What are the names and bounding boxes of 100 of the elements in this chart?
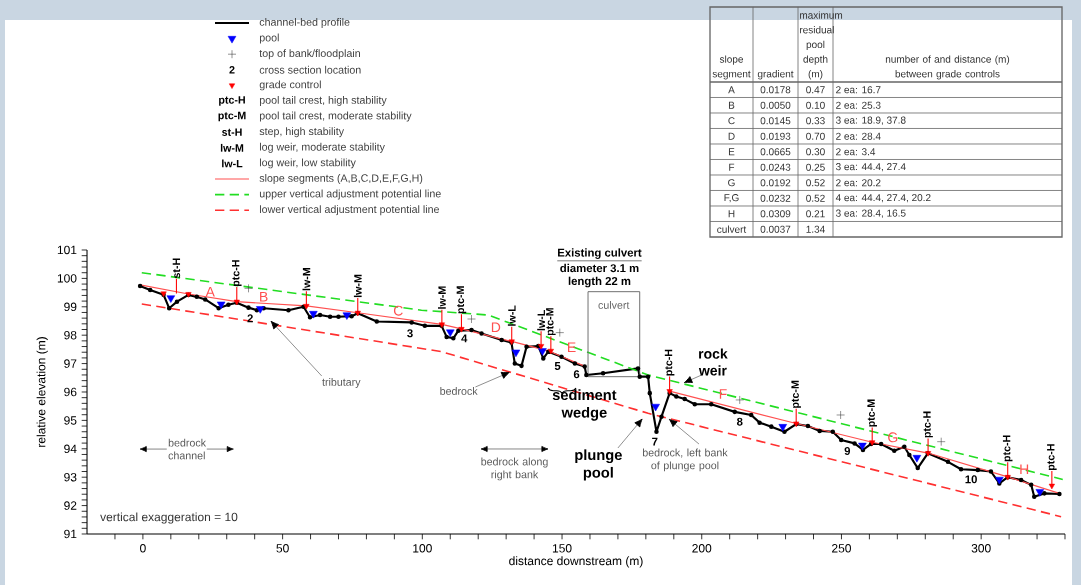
annotation: B [260,291,268,302]
annotation: ptc-M [791,380,801,408]
legend-label: channel-bed profile [259,18,350,28]
point [836,410,845,420]
y-tick-label: 93 [64,472,77,482]
x-tick-label: 150 [552,544,572,553]
text: H [728,210,735,218]
text: st-H [222,128,242,136]
point [1048,483,1055,490]
point [858,442,867,451]
text: culvert [717,225,747,233]
annotation: G [888,432,898,443]
text: 0.30 [806,148,825,156]
point [735,395,745,405]
annotation: ptc-H [664,349,675,376]
annotation: 4 [461,334,468,343]
text: 0.0665 [760,148,791,156]
point [778,424,787,432]
annotation: lw-L [537,310,545,331]
text: 0.52 [806,179,825,187]
category-label: slope segment [712,55,751,80]
y-axis-title: relative elevation (m) [36,337,48,447]
annotation: bedrock along right bank [481,457,548,481]
text: 1.34 [806,225,825,233]
annotation: 10 [965,475,977,484]
annotation: ptc-H [923,411,933,438]
annotation: 5 [554,362,561,370]
annotation: diameter 3.1 m [560,263,639,273]
point [309,311,318,319]
annotation: length 22 m [568,276,631,288]
text: 0.70 [806,132,825,140]
text: 0.47 [806,86,825,94]
text: 0.0178 [760,86,791,94]
annotation: 2 [247,314,253,323]
legend-label: upper vertical adjustment potential line [259,189,441,200]
annotation: rock weir [698,348,728,376]
annotation: 3 [407,329,413,338]
text: 2 ea: 25.3 [836,101,881,109]
text: 0.21 [806,210,825,218]
x-tick-label: 50 [276,544,289,553]
x-tick-label: 0 [140,544,146,553]
point [511,349,521,358]
text: ptc-H [219,96,245,106]
annotation: F [719,389,727,399]
y-tick-label: 92 [64,501,77,510]
annotation: 9 [844,446,851,455]
y-tick-label: 91 [64,529,77,539]
y-tick-label: 96 [64,387,77,397]
text: A [728,86,735,94]
annotation: tributary [322,378,361,388]
annotation: ptc-H [232,260,242,287]
text: 3 ea: 44.4, 27.4 [835,163,906,172]
text: 2 ea: 28.4 [836,132,881,140]
x-tick-label: 300 [971,544,991,553]
text: 2 [229,66,235,74]
legend-label: top of bank/floodplain [259,49,360,60]
annotation: 6 [573,370,580,379]
text: C [728,117,735,125]
annotation: lw-M [302,268,311,291]
text: ptc-M [218,111,246,122]
text: D [728,132,735,140]
y-tick-label: 101 [57,245,77,255]
x-axis-title: distance downstream (m) [509,556,643,568]
annotation: lw-M [438,286,446,309]
x-tick-label: 100 [413,544,432,553]
legend-label: lower vertical adjustment potential line [259,205,439,216]
text: log weir, low stability [259,158,356,169]
point [256,306,265,314]
text: 0.0309 [760,210,791,218]
legend-label: slope segments (A,B,C,D,E,F,G,H) [259,174,423,184]
annotation: D [491,322,501,333]
annotation: C [393,305,403,316]
text: 3 ea: 18.9, 37.8 [835,116,906,125]
point [936,437,946,446]
point [995,476,1004,485]
point [538,348,547,356]
point [467,314,476,324]
text: 0.0145 [760,117,791,125]
point [216,301,226,310]
text: log weir, moderate stability [259,142,385,153]
y-tick-label: 95 [64,416,77,425]
point [446,329,455,337]
annotation: bedrock, left bank of plunge pool [642,448,728,472]
text: lw-M [220,143,244,152]
text: 2 ea: 3.4 [836,148,876,156]
text: lw-L [222,159,243,168]
point [244,284,253,293]
annotation: plunge pool [575,449,622,481]
text: 0.10 [806,101,825,109]
text: E [728,148,735,156]
text: G [728,179,735,187]
text: 2 ea: 20.2 [836,179,881,187]
annotation: vertical exaggeration = 10 [100,512,238,524]
point [303,304,310,310]
annotation: bedrock channel [168,438,207,460]
text: 0.0037 [760,225,791,233]
annotation: ptc-H [1002,435,1013,462]
text: 0.33 [806,117,825,125]
x-tick-label: 250 [832,544,851,553]
text: 2 ea: 16.7 [836,86,881,94]
